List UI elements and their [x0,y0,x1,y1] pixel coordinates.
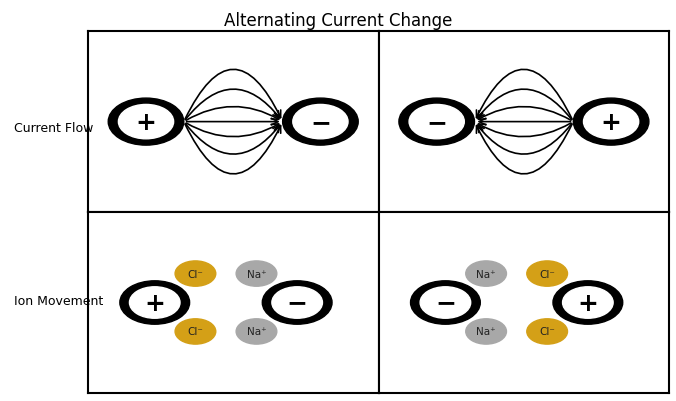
Text: +: + [577,291,598,315]
Circle shape [236,261,277,286]
Circle shape [410,281,480,324]
Text: Alternating Current Change: Alternating Current Change [224,12,452,30]
Text: +: + [136,110,156,134]
Circle shape [272,287,322,318]
Circle shape [409,105,464,140]
Text: −: − [310,110,331,134]
Text: Current Flow: Current Flow [14,122,93,135]
Text: Na⁺: Na⁺ [477,327,496,336]
Circle shape [262,281,332,324]
Text: −: − [287,291,308,315]
Text: −: − [435,291,456,315]
Circle shape [553,281,623,324]
Circle shape [399,99,475,146]
Text: Ion Movement: Ion Movement [14,294,103,307]
Text: Cl⁻: Cl⁻ [187,269,203,279]
Circle shape [129,287,180,318]
Circle shape [175,261,216,286]
Text: Cl⁻: Cl⁻ [187,327,203,336]
Circle shape [236,319,277,344]
Text: −: − [426,110,448,134]
Circle shape [562,287,613,318]
Circle shape [118,105,174,140]
Text: Cl⁻: Cl⁻ [539,327,555,336]
Text: Na⁺: Na⁺ [247,327,266,336]
Circle shape [466,319,506,344]
Circle shape [466,261,506,286]
Text: Cl⁻: Cl⁻ [539,269,555,279]
Circle shape [527,261,567,286]
Circle shape [108,99,184,146]
Circle shape [293,105,348,140]
Circle shape [175,319,216,344]
Text: +: + [144,291,165,315]
Text: Na⁺: Na⁺ [477,269,496,279]
Circle shape [583,105,639,140]
Circle shape [420,287,470,318]
Circle shape [120,281,190,324]
Text: Na⁺: Na⁺ [247,269,266,279]
Circle shape [283,99,358,146]
Circle shape [573,99,649,146]
Text: +: + [601,110,621,134]
Circle shape [527,319,567,344]
